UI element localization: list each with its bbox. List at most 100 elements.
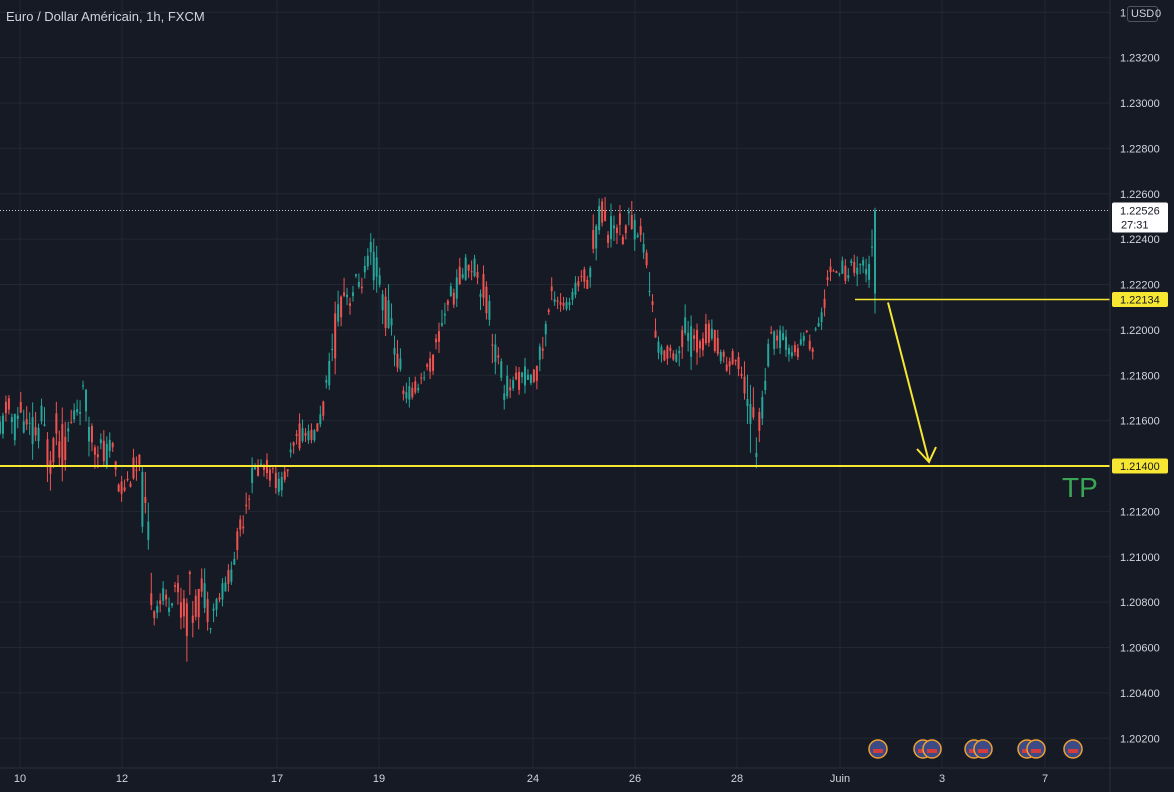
candle-body (562, 302, 565, 306)
candle-body (129, 483, 132, 487)
candle-body (0, 421, 1, 434)
candle-body (277, 478, 280, 492)
candle-body (538, 346, 541, 360)
candle-body (73, 410, 76, 420)
candle-body (176, 583, 179, 593)
x-tick-label: 26 (629, 773, 641, 785)
candle-body (417, 388, 420, 391)
candle-body (70, 421, 73, 423)
y-tick-label: 1.20800 (1120, 597, 1160, 609)
candle-body (850, 260, 853, 264)
candle-body (19, 401, 22, 413)
candle-body (322, 401, 325, 416)
candle-body (126, 478, 129, 481)
current-price-tag: 1.22526 (1120, 206, 1160, 218)
candle-body (710, 328, 713, 339)
candle-body (808, 340, 811, 350)
candle-body (96, 454, 99, 458)
candle-body (684, 317, 687, 334)
candle-body (583, 269, 586, 282)
candle-body (283, 471, 286, 480)
candle-body (221, 583, 224, 600)
candle-body (648, 290, 651, 292)
candle-body (767, 343, 770, 367)
candle-body (494, 344, 497, 362)
candle-body (432, 354, 435, 371)
candle-body (7, 398, 10, 410)
candle-body (838, 273, 841, 275)
candle-body (420, 377, 423, 379)
candle-body (565, 301, 568, 310)
candle-body (636, 235, 639, 238)
x-tick-label: 10 (14, 773, 26, 785)
y-tick-label: 1.21200 (1120, 506, 1160, 518)
projection-arrow[interactable] (887, 302, 930, 463)
candle-body (497, 355, 500, 358)
candle-body (328, 360, 331, 386)
y-tick-label: 1.22800 (1120, 143, 1160, 155)
candle-body (678, 350, 681, 354)
candle-body (67, 428, 70, 432)
currency-selector[interactable]: USD (1127, 6, 1159, 22)
candle-body (853, 261, 856, 273)
candle-body (435, 338, 438, 343)
candle-body (268, 469, 271, 481)
candle-body (764, 380, 767, 391)
candle-body (512, 380, 515, 389)
candle-body (215, 599, 218, 610)
candle-body (165, 594, 168, 600)
candle-body (731, 351, 734, 365)
candle-body (544, 323, 547, 335)
candle-body (675, 354, 678, 362)
take-profit-price-tag: 1.21400 (1120, 461, 1160, 473)
candle-body (105, 443, 108, 467)
candle-body (182, 598, 185, 617)
x-tick-label: 28 (731, 773, 743, 785)
candle-body (612, 225, 615, 229)
candle-body (132, 457, 135, 479)
candle-body (639, 226, 642, 235)
candle-body (4, 401, 7, 414)
candle-body (871, 246, 874, 248)
candle-body (156, 606, 159, 613)
candle-body (461, 274, 464, 278)
candle-body (99, 439, 102, 444)
candle-body (289, 449, 292, 453)
y-tick-label: 1.20600 (1120, 643, 1160, 655)
candle-body (40, 405, 43, 422)
economic-events[interactable] (868, 739, 1083, 759)
candle-body (93, 447, 96, 455)
levels[interactable] (0, 210, 1110, 467)
candle-body (521, 372, 524, 378)
candle-body (773, 331, 776, 350)
candle-body (574, 282, 577, 295)
candle-body (790, 352, 793, 357)
price-axis-panel[interactable] (1110, 0, 1174, 792)
y-tick-label: 1.23000 (1120, 98, 1160, 110)
candle-body (372, 251, 375, 281)
candle-body (449, 286, 452, 296)
candle-body (325, 380, 328, 383)
candle-body (1, 415, 4, 434)
candle-body (553, 299, 556, 302)
event-flag-stripe (927, 749, 937, 753)
candle-body (604, 210, 607, 222)
candle-body (506, 375, 509, 397)
candle-body (402, 390, 405, 395)
candle-body (384, 296, 387, 329)
tp-label: TP (1062, 472, 1098, 503)
candle-body (194, 595, 197, 617)
candle-body (627, 211, 630, 214)
candle-body (586, 279, 589, 289)
candle-body (102, 440, 105, 462)
candle-body (713, 329, 716, 351)
candle-body (446, 300, 449, 305)
candle-body (233, 558, 236, 565)
candle-body (595, 225, 598, 249)
candle-body (31, 417, 34, 445)
candle-body (162, 588, 165, 601)
candle-body (503, 393, 506, 401)
candle-body (408, 386, 411, 400)
